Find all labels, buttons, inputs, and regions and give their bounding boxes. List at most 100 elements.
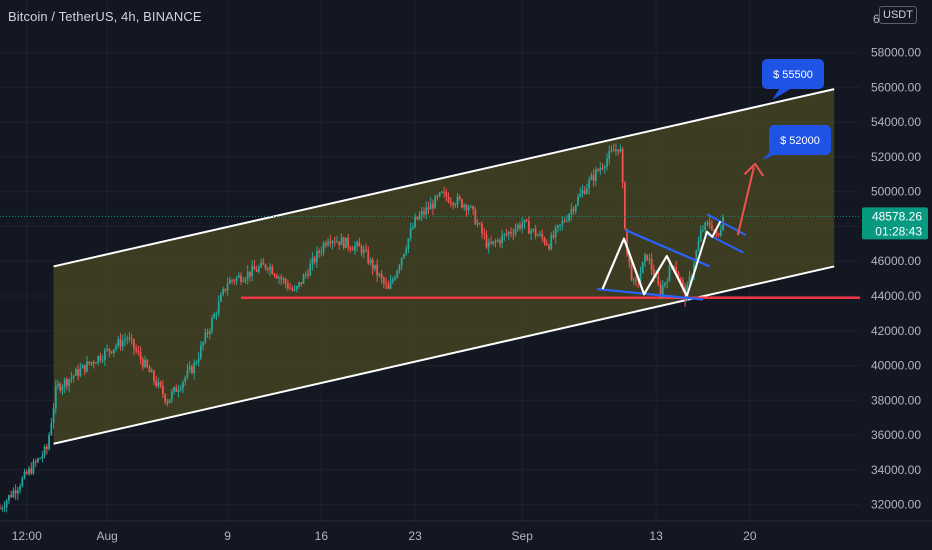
candle-body (376, 264, 379, 276)
price-axis[interactable]: 32000.00 34000.00 36000.00 38000.00 40000.00… (860, 0, 932, 521)
candle-body (199, 345, 202, 359)
candle-body (581, 190, 584, 194)
candle-body (588, 179, 591, 189)
target-arrow-head[interactable] (743, 162, 765, 177)
pattern-zigzag[interactable] (601, 237, 688, 297)
target-bubble-52000-tail (762, 148, 774, 160)
candle-body (534, 228, 537, 236)
candle-body (313, 257, 316, 263)
pattern-lower-blue-line[interactable] (597, 287, 704, 301)
candle-body (469, 206, 472, 208)
symbol-title[interactable]: Bitcoin / TetherUS, 4h, BINANCE (8, 9, 202, 24)
candle-body (130, 337, 133, 340)
candle-body (133, 339, 135, 349)
candle-body (30, 468, 33, 474)
candle-body (115, 345, 117, 349)
candle-body (95, 362, 97, 364)
candle-body (79, 368, 82, 376)
candle-body (476, 223, 479, 225)
candle-body (400, 257, 403, 266)
candle-body (565, 220, 568, 222)
candle-body (235, 277, 238, 282)
candle-body (532, 228, 535, 231)
candle-body (719, 230, 722, 236)
candle-body (5, 500, 8, 508)
candle-body (37, 458, 39, 462)
currency-button[interactable]: USDT (879, 6, 917, 24)
candle-body (193, 363, 196, 374)
candle-body (443, 191, 446, 193)
candle-body (548, 244, 550, 250)
candle-body (106, 348, 109, 351)
candle-body (374, 264, 376, 270)
candle-body (485, 235, 488, 248)
candle-body (298, 282, 300, 287)
candle-body (242, 280, 245, 282)
candle-body (572, 208, 575, 212)
candle-body (458, 196, 461, 200)
candle-body (403, 253, 405, 258)
target-arrow-line[interactable] (736, 167, 755, 236)
candle-body (644, 254, 646, 262)
candle-body (623, 182, 626, 229)
candle-body (699, 230, 702, 242)
channel-upper-line[interactable] (53, 88, 835, 268)
candle-body (478, 223, 481, 225)
candle-body (590, 175, 593, 180)
candle-body (369, 259, 372, 264)
candle-body (666, 281, 669, 283)
candle-body (217, 301, 220, 314)
candle-body (385, 283, 387, 285)
candle-body (324, 243, 327, 246)
candle-body (249, 271, 251, 277)
candle-body (695, 251, 698, 265)
target-bubble-55500[interactable]: $ 55500 (762, 59, 824, 100)
candle-body (32, 461, 35, 474)
candle-body (677, 272, 680, 279)
candle-body (331, 241, 334, 244)
rise-path[interactable] (685, 220, 722, 297)
candle-body (418, 215, 421, 220)
time-axis[interactable]: 12:00 Aug 9 16 23 Sep 13 20 (0, 520, 932, 543)
target-bubble-52000[interactable]: $ 52000 (762, 125, 831, 160)
candle-body (10, 495, 13, 498)
candle-body (501, 235, 504, 244)
candle-body (8, 495, 10, 501)
candle-body (228, 279, 231, 284)
candle-body (483, 233, 486, 236)
candle-body (717, 233, 720, 236)
candle-body (617, 149, 620, 152)
candle-body (213, 314, 216, 319)
candle-body (300, 282, 303, 284)
candle-body (170, 391, 173, 400)
candle-body (447, 197, 450, 203)
candle-body (494, 241, 497, 243)
candle-body (164, 394, 167, 402)
y-tick-label: 52000.00 (871, 150, 921, 164)
channel-lower-line[interactable] (53, 265, 835, 445)
candle-body (490, 242, 492, 244)
candle-body (63, 379, 66, 387)
target-bubble-55500-tail (772, 88, 792, 100)
candle-body (251, 265, 254, 277)
pattern-upper-blue-line[interactable] (624, 228, 711, 268)
candle-body (12, 490, 15, 498)
candle-body (436, 196, 439, 198)
candle-body (271, 266, 274, 274)
candle-body (25, 471, 28, 474)
x-tick-label: Aug (96, 529, 117, 543)
candle-body (362, 249, 365, 254)
candle-body (554, 227, 557, 238)
candle-body (195, 362, 198, 364)
candle-body (507, 231, 510, 235)
candle-body (222, 288, 225, 295)
candle-body (137, 351, 140, 353)
candle-body (628, 254, 631, 263)
candle-body (72, 375, 75, 378)
candle-body (311, 257, 314, 265)
candle-body (68, 379, 71, 386)
x-tick-label: 9 (224, 529, 231, 543)
candle-body (0, 508, 1, 510)
candle-body (396, 270, 399, 278)
